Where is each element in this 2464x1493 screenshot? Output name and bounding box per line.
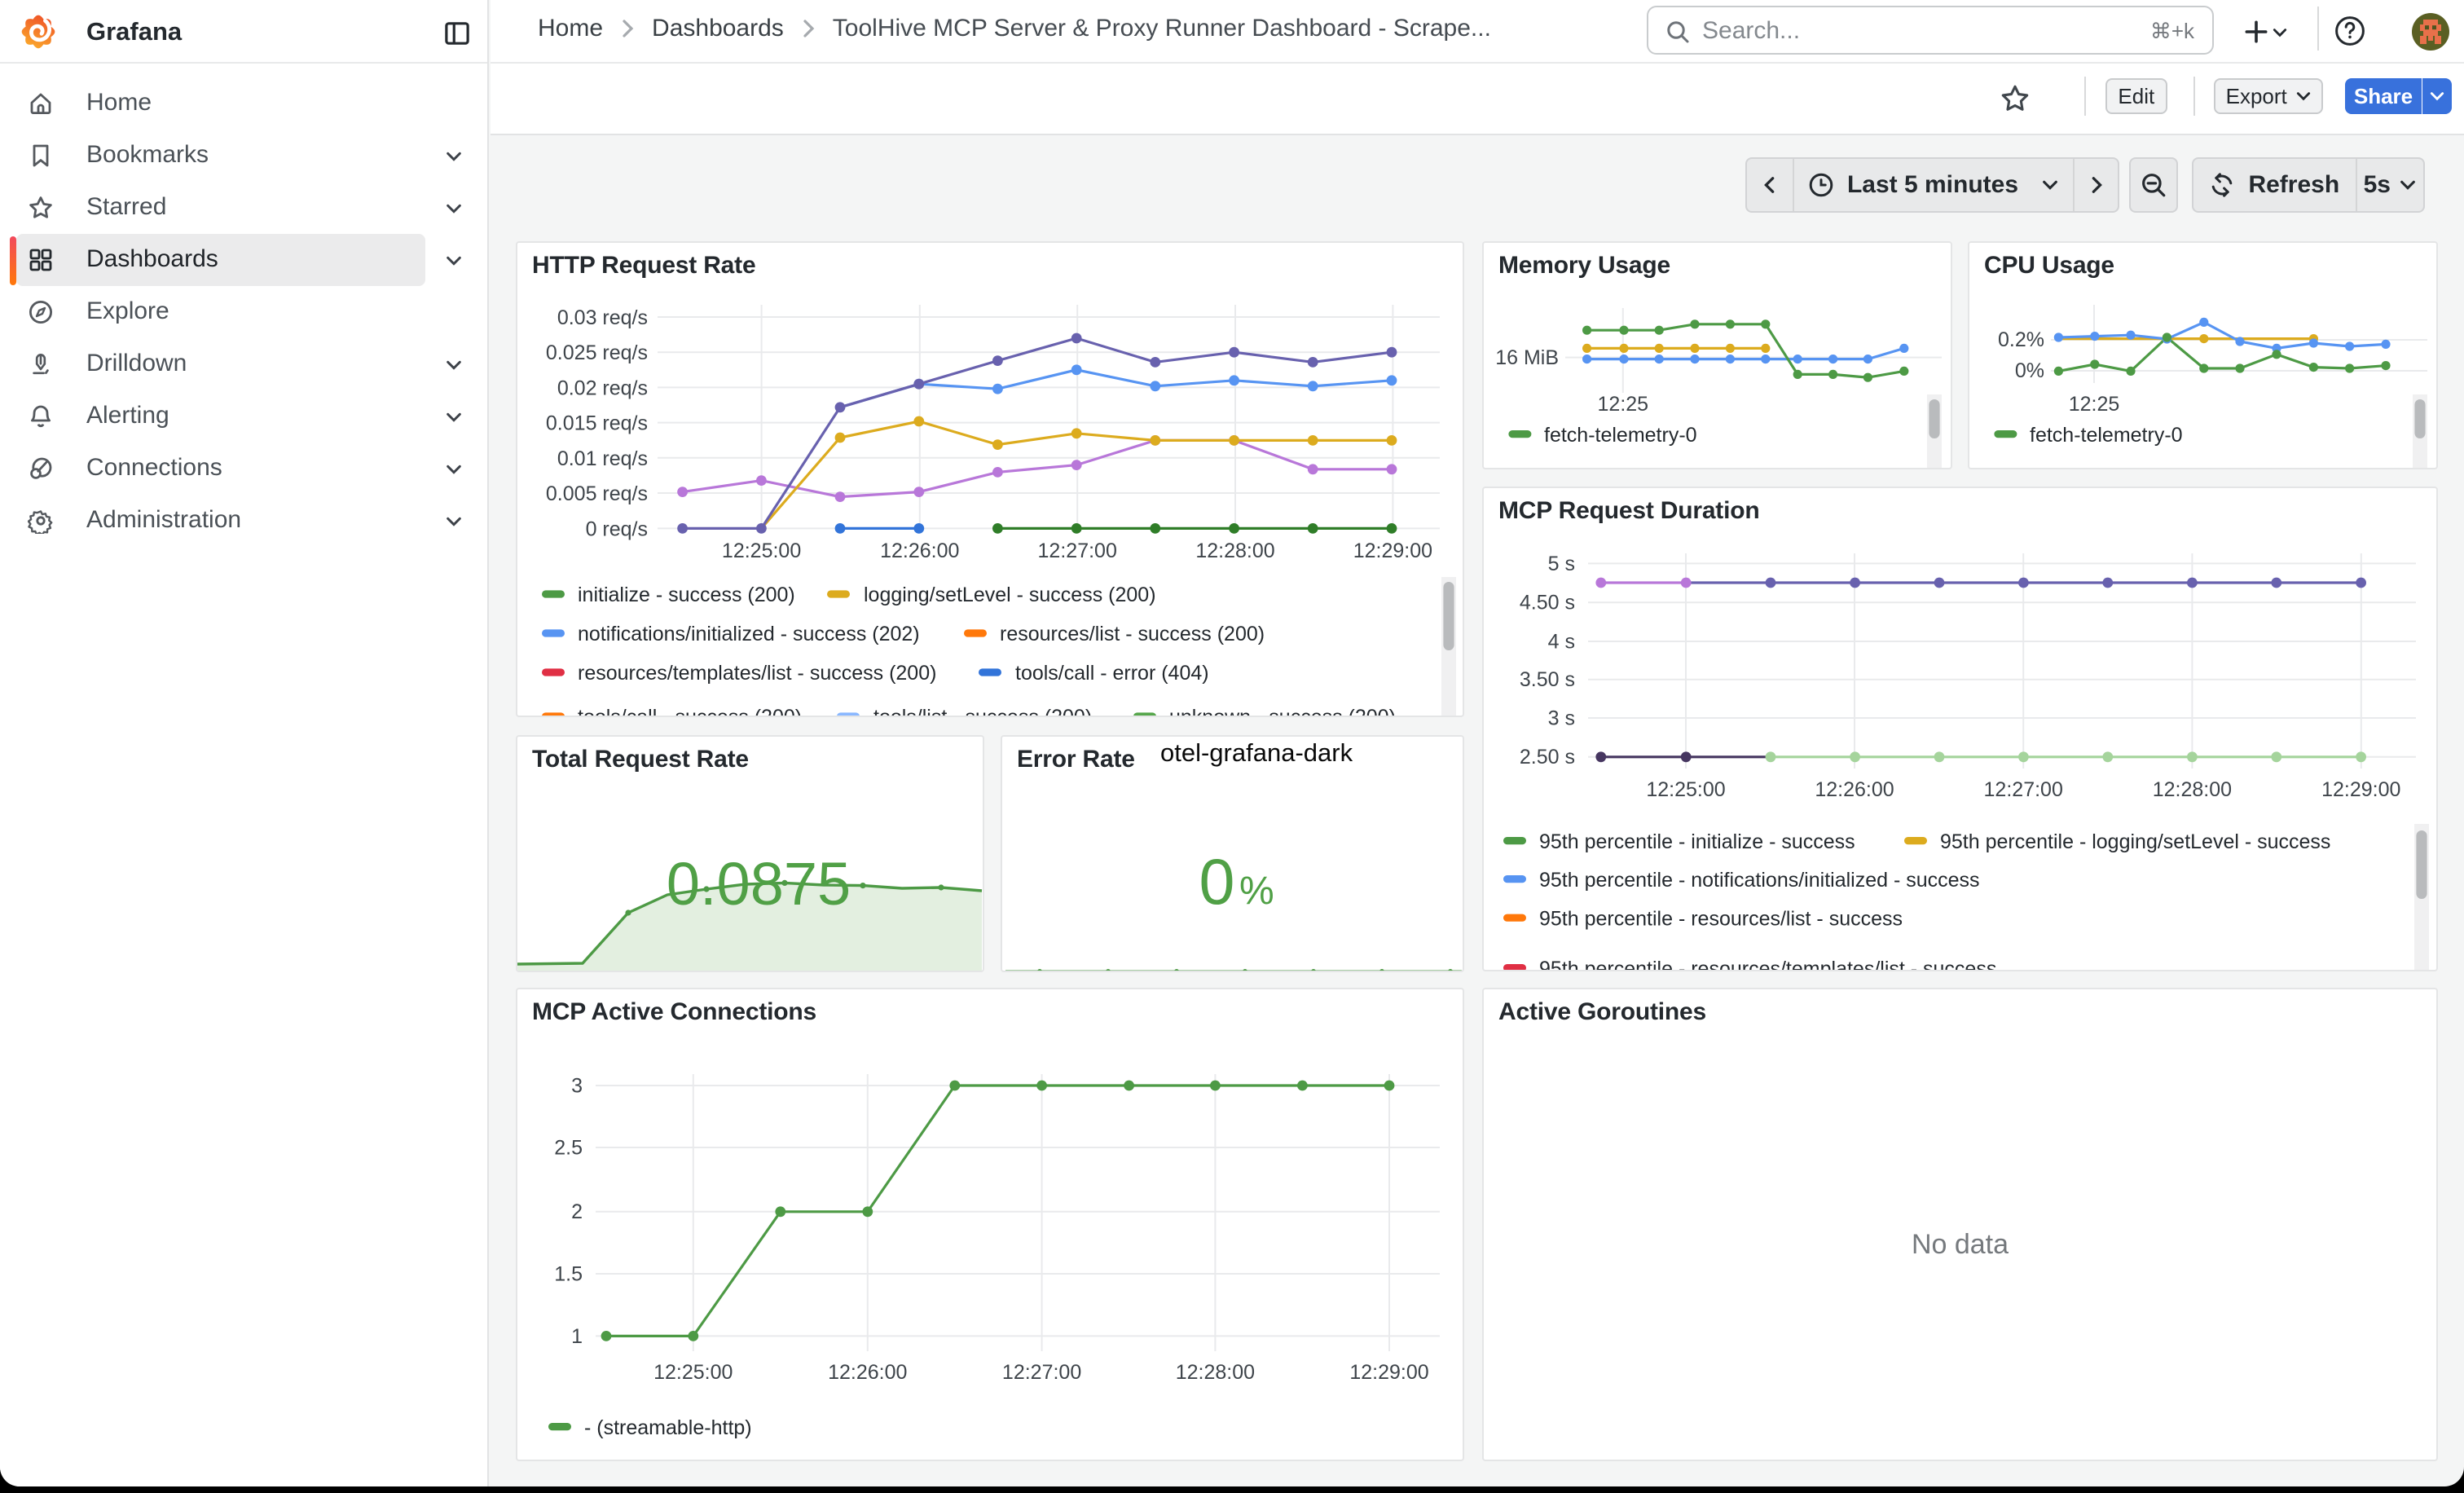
svg-text:resources/list - success (200): resources/list - success (200) <box>1000 623 1265 645</box>
svg-text:0.025 req/s: 0.025 req/s <box>546 341 648 364</box>
svg-text:12:26:00: 12:26:00 <box>880 540 959 562</box>
svg-text:95th percentile - initialize -: 95th percentile - initialize - success <box>1539 830 1855 853</box>
svg-text:unknown - success (200): unknown - success (200) <box>1169 706 1396 717</box>
svg-text:fetch-telemetry-0: fetch-telemetry-0 <box>2030 424 2183 447</box>
svg-text:notifications/initialized - su: notifications/initialized - success (202… <box>578 623 920 645</box>
svg-text:12:27:00: 12:27:00 <box>1984 778 2063 801</box>
svg-text:4 s: 4 s <box>1548 630 1575 653</box>
svg-text:12:25: 12:25 <box>1598 393 1649 416</box>
svg-text:12:29:00: 12:29:00 <box>1349 1361 1428 1384</box>
svg-text:0.2%: 0.2% <box>1998 328 2044 351</box>
svg-text:0: 0 <box>1199 845 1234 918</box>
svg-text:95th percentile - resources/te: 95th percentile - resources/templates/li… <box>1539 958 1996 971</box>
svg-text:12:26:00: 12:26:00 <box>828 1361 907 1384</box>
svg-text:0.02 req/s: 0.02 req/s <box>557 377 648 399</box>
svg-text:12:25:00: 12:25:00 <box>722 540 801 562</box>
svg-text:95th percentile - logging/setL: 95th percentile - logging/setLevel - suc… <box>1940 830 2330 853</box>
svg-text:3: 3 <box>571 1074 583 1097</box>
svg-text:4.50 s: 4.50 s <box>1520 592 1575 614</box>
svg-text:2.50 s: 2.50 s <box>1520 746 1575 769</box>
svg-text:12:26:00: 12:26:00 <box>1815 778 1894 801</box>
svg-text:0.03 req/s: 0.03 req/s <box>557 306 648 329</box>
svg-text:12:28:00: 12:28:00 <box>1195 540 1274 562</box>
svg-text:12:28:00: 12:28:00 <box>1176 1361 1255 1384</box>
svg-text:initialize - success (200): initialize - success (200) <box>578 584 795 606</box>
svg-text:12:27:00: 12:27:00 <box>1002 1361 1081 1384</box>
svg-text:- (streamable-http): - (streamable-http) <box>584 1416 752 1439</box>
svg-text:12:25:00: 12:25:00 <box>653 1361 733 1384</box>
svg-text:5 s: 5 s <box>1548 553 1575 575</box>
svg-text:2.5: 2.5 <box>554 1136 583 1159</box>
svg-text:0%: 0% <box>2015 359 2044 382</box>
svg-text:2: 2 <box>571 1200 583 1223</box>
svg-text:12:28:00: 12:28:00 <box>2153 778 2232 801</box>
svg-text:0.01 req/s: 0.01 req/s <box>557 447 648 470</box>
svg-text:1.5: 1.5 <box>554 1262 583 1285</box>
svg-text:resources/templates/list - suc: resources/templates/list - success (200) <box>578 662 936 685</box>
svg-text:fetch-telemetry-0: fetch-telemetry-0 <box>1544 424 1697 447</box>
svg-text:12:25:00: 12:25:00 <box>1646 778 1725 801</box>
svg-text:3.50 s: 3.50 s <box>1520 668 1575 691</box>
svg-text:12:29:00: 12:29:00 <box>2321 778 2400 801</box>
svg-text:tools/call - success (200): tools/call - success (200) <box>578 706 802 717</box>
svg-text:tools/list - success (200): tools/list - success (200) <box>873 706 1092 717</box>
svg-text:95th percentile - notification: 95th percentile - notifications/initiali… <box>1539 869 1980 892</box>
svg-text:logging/setLevel - success (20: logging/setLevel - success (200) <box>864 584 1156 606</box>
svg-text:1: 1 <box>571 1325 583 1348</box>
svg-text:0.015 req/s: 0.015 req/s <box>546 412 648 435</box>
svg-text:16 MiB: 16 MiB <box>1495 346 1559 369</box>
svg-text:12:29:00: 12:29:00 <box>1353 540 1432 562</box>
svg-text:%: % <box>1239 870 1274 913</box>
svg-text:95th percentile - resources/li: 95th percentile - resources/list - succe… <box>1539 908 1903 931</box>
svg-text:0.0875: 0.0875 <box>667 850 851 918</box>
svg-text:0.005 req/s: 0.005 req/s <box>546 482 648 505</box>
svg-text:tools/call - error (404): tools/call - error (404) <box>1015 662 1209 685</box>
svg-text:0 req/s: 0 req/s <box>586 517 648 540</box>
svg-text:12:27:00: 12:27:00 <box>1038 540 1117 562</box>
svg-text:3 s: 3 s <box>1548 707 1575 729</box>
svg-text:12:25: 12:25 <box>2069 393 2120 416</box>
